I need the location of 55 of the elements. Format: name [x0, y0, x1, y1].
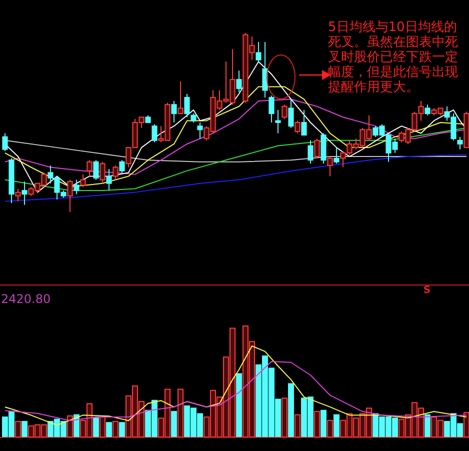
- bar: [106, 422, 112, 438]
- bar: [320, 410, 326, 438]
- candlestick: [327, 156, 333, 177]
- bar: [424, 414, 430, 438]
- bar: [282, 398, 288, 438]
- candlestick: [184, 93, 190, 118]
- candlestick: [15, 188, 21, 202]
- bar: [119, 422, 125, 438]
- candlestick: [268, 95, 274, 123]
- candlestick: [86, 160, 92, 177]
- candlestick: [256, 41, 262, 62]
- candlestick: [236, 70, 242, 93]
- candlestick: [197, 122, 203, 140]
- bar: [236, 373, 242, 438]
- bar: [171, 410, 177, 438]
- candlestick: [178, 80, 184, 114]
- candlestick: [294, 120, 300, 134]
- candlestick: [288, 98, 294, 128]
- candlestick: [100, 161, 106, 184]
- text: 2420.80: [1, 292, 51, 307]
- candlestick: [2, 132, 8, 152]
- candlestick: [301, 109, 307, 136]
- candlestick: [171, 100, 177, 123]
- bar: [327, 420, 333, 438]
- candlestick: [334, 147, 340, 164]
- candlestick: [275, 109, 281, 134]
- candlestick: [282, 104, 288, 120]
- annotation: 5日均线与10日均线的死叉。虽然在图表中死叉时股价已经下跌一定幅度，但是此信号出现提醒作用更大。: [328, 20, 459, 95]
- bar: [93, 418, 99, 438]
- candlestick: [119, 160, 125, 174]
- candlestick: [424, 104, 430, 116]
- candlestick: [93, 160, 99, 180]
- candlestick: [314, 138, 320, 159]
- bar: [294, 414, 300, 438]
- candlestick: [457, 136, 463, 150]
- candlestick: [152, 124, 158, 143]
- bar: [178, 388, 184, 438]
- candlestick: [106, 168, 112, 192]
- bar: [112, 420, 118, 438]
- candlestick: [80, 174, 86, 188]
- candlestick: [262, 41, 268, 98]
- candlestick: [67, 179, 73, 212]
- bar: [464, 412, 469, 438]
- bar: [100, 416, 106, 438]
- candlestick: [22, 181, 28, 206]
- bar: [67, 415, 73, 438]
- candlestick: [112, 164, 118, 180]
- bar: [15, 420, 21, 438]
- bar: [314, 410, 320, 438]
- candlestick: [74, 179, 80, 195]
- bar: [288, 383, 294, 438]
- candlestick: [308, 140, 314, 164]
- bar: [334, 414, 340, 438]
- text: S: [423, 285, 431, 296]
- bar: [22, 420, 28, 438]
